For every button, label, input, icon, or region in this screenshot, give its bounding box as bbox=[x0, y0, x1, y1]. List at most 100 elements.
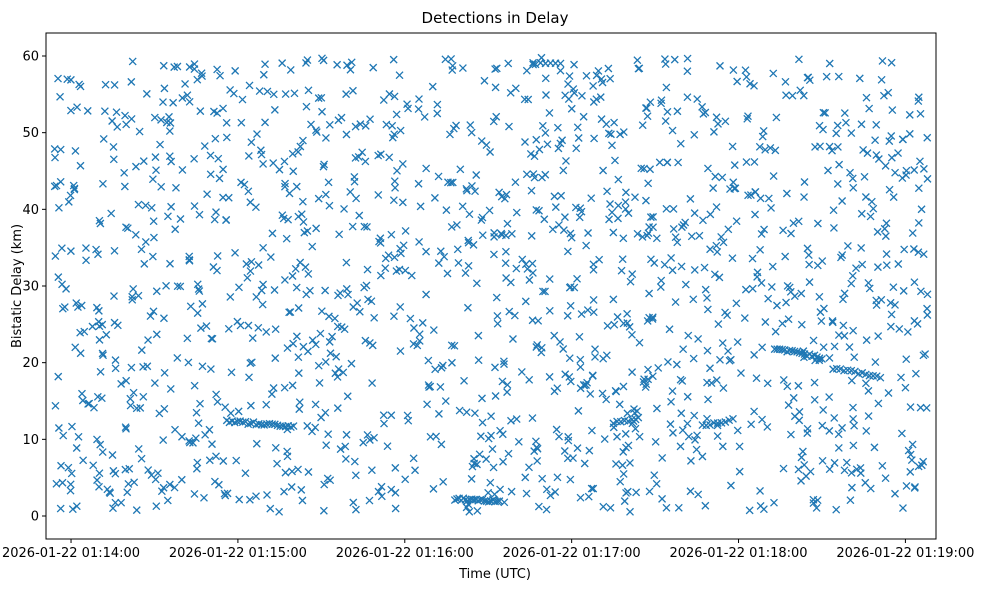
detection-marker bbox=[522, 170, 531, 179]
detection-marker bbox=[361, 121, 370, 130]
detection-marker bbox=[333, 372, 342, 381]
detection-marker bbox=[353, 299, 362, 308]
detection-marker bbox=[117, 498, 126, 507]
detection-marker bbox=[176, 215, 185, 223]
detection-marker bbox=[245, 373, 253, 382]
detection-marker bbox=[269, 90, 278, 99]
detection-marker bbox=[198, 299, 207, 308]
detection-marker bbox=[93, 476, 102, 485]
detection-marker bbox=[186, 302, 195, 311]
detection-marker bbox=[363, 265, 372, 274]
detection-marker bbox=[192, 464, 201, 473]
detection-marker bbox=[750, 157, 759, 166]
detection-marker bbox=[409, 324, 418, 332]
detection-marker bbox=[245, 81, 254, 90]
detection-marker bbox=[285, 308, 294, 317]
detection-marker bbox=[755, 142, 764, 151]
detection-marker bbox=[292, 332, 301, 341]
detection-marker bbox=[505, 307, 514, 316]
detection-marker bbox=[360, 283, 369, 292]
detection-marker bbox=[128, 295, 137, 304]
detection-marker bbox=[906, 467, 915, 476]
detection-marker bbox=[321, 133, 330, 142]
detection-marker bbox=[693, 95, 702, 104]
detection-marker bbox=[493, 319, 502, 328]
detection-marker bbox=[73, 303, 82, 311]
detection-marker bbox=[838, 251, 847, 260]
detection-marker bbox=[304, 270, 313, 278]
detection-marker bbox=[805, 260, 814, 269]
detection-marker bbox=[374, 190, 383, 199]
detection-marker bbox=[550, 192, 559, 201]
detection-marker bbox=[559, 166, 568, 175]
detection-marker bbox=[735, 467, 744, 476]
detection-marker bbox=[196, 399, 204, 408]
detection-marker bbox=[253, 130, 261, 139]
detection-marker bbox=[825, 465, 834, 474]
detection-marker bbox=[263, 87, 272, 96]
detection-marker bbox=[173, 353, 182, 362]
detection-marker bbox=[191, 434, 200, 443]
detection-marker bbox=[389, 55, 398, 64]
detection-marker bbox=[834, 331, 843, 340]
detection-marker bbox=[112, 108, 121, 117]
detection-marker bbox=[599, 166, 608, 175]
detection-marker bbox=[280, 275, 289, 284]
detection-marker bbox=[429, 484, 438, 493]
detection-marker bbox=[560, 447, 569, 455]
detection-marker bbox=[454, 258, 463, 267]
detection-marker bbox=[131, 230, 140, 239]
detection-marker bbox=[587, 426, 596, 435]
detection-marker bbox=[120, 168, 129, 177]
detection-marker bbox=[729, 66, 738, 75]
detection-marker bbox=[367, 297, 376, 306]
detection-marker bbox=[628, 270, 637, 279]
track-marker bbox=[453, 495, 461, 503]
detection-marker bbox=[894, 149, 903, 158]
detection-marker bbox=[111, 364, 120, 373]
detection-marker bbox=[633, 229, 642, 238]
detection-marker bbox=[194, 285, 203, 294]
detection-marker bbox=[803, 244, 812, 253]
detection-marker bbox=[207, 334, 216, 343]
detection-marker bbox=[840, 466, 849, 475]
detection-marker bbox=[227, 368, 236, 377]
detection-marker bbox=[56, 92, 65, 101]
detection-marker bbox=[794, 55, 803, 64]
detection-marker bbox=[189, 438, 197, 447]
detection-marker bbox=[381, 264, 390, 273]
detection-marker bbox=[748, 254, 757, 263]
detection-marker bbox=[477, 216, 486, 225]
detection-marker bbox=[732, 217, 741, 226]
detection-marker bbox=[258, 300, 267, 309]
detection-marker bbox=[819, 125, 827, 134]
detection-marker bbox=[507, 487, 516, 496]
x-tick-label: 2026-01-22 01:16:00 bbox=[336, 546, 474, 561]
detection-marker bbox=[280, 487, 289, 496]
detection-marker bbox=[757, 230, 766, 238]
detection-marker bbox=[464, 238, 473, 247]
detection-marker bbox=[130, 478, 139, 487]
detection-marker bbox=[865, 104, 874, 113]
detection-marker bbox=[583, 378, 592, 387]
track-marker bbox=[778, 345, 787, 354]
detection-marker bbox=[167, 157, 176, 166]
detection-marker bbox=[599, 502, 608, 511]
detection-marker bbox=[278, 59, 287, 68]
detection-marker bbox=[107, 209, 116, 218]
detection-marker bbox=[317, 413, 326, 422]
detection-marker bbox=[398, 159, 407, 168]
detection-marker bbox=[553, 384, 562, 393]
detection-marker bbox=[351, 471, 360, 480]
detection-marker bbox=[810, 378, 819, 387]
detection-marker bbox=[914, 97, 923, 106]
detection-marker bbox=[76, 349, 85, 358]
detection-marker bbox=[301, 263, 310, 272]
detection-marker bbox=[185, 255, 194, 264]
track-marker bbox=[813, 353, 821, 362]
detection-marker bbox=[784, 401, 793, 410]
detection-marker bbox=[377, 492, 386, 501]
detection-marker bbox=[767, 283, 776, 291]
detection-marker bbox=[226, 409, 235, 418]
detection-marker bbox=[418, 318, 427, 327]
